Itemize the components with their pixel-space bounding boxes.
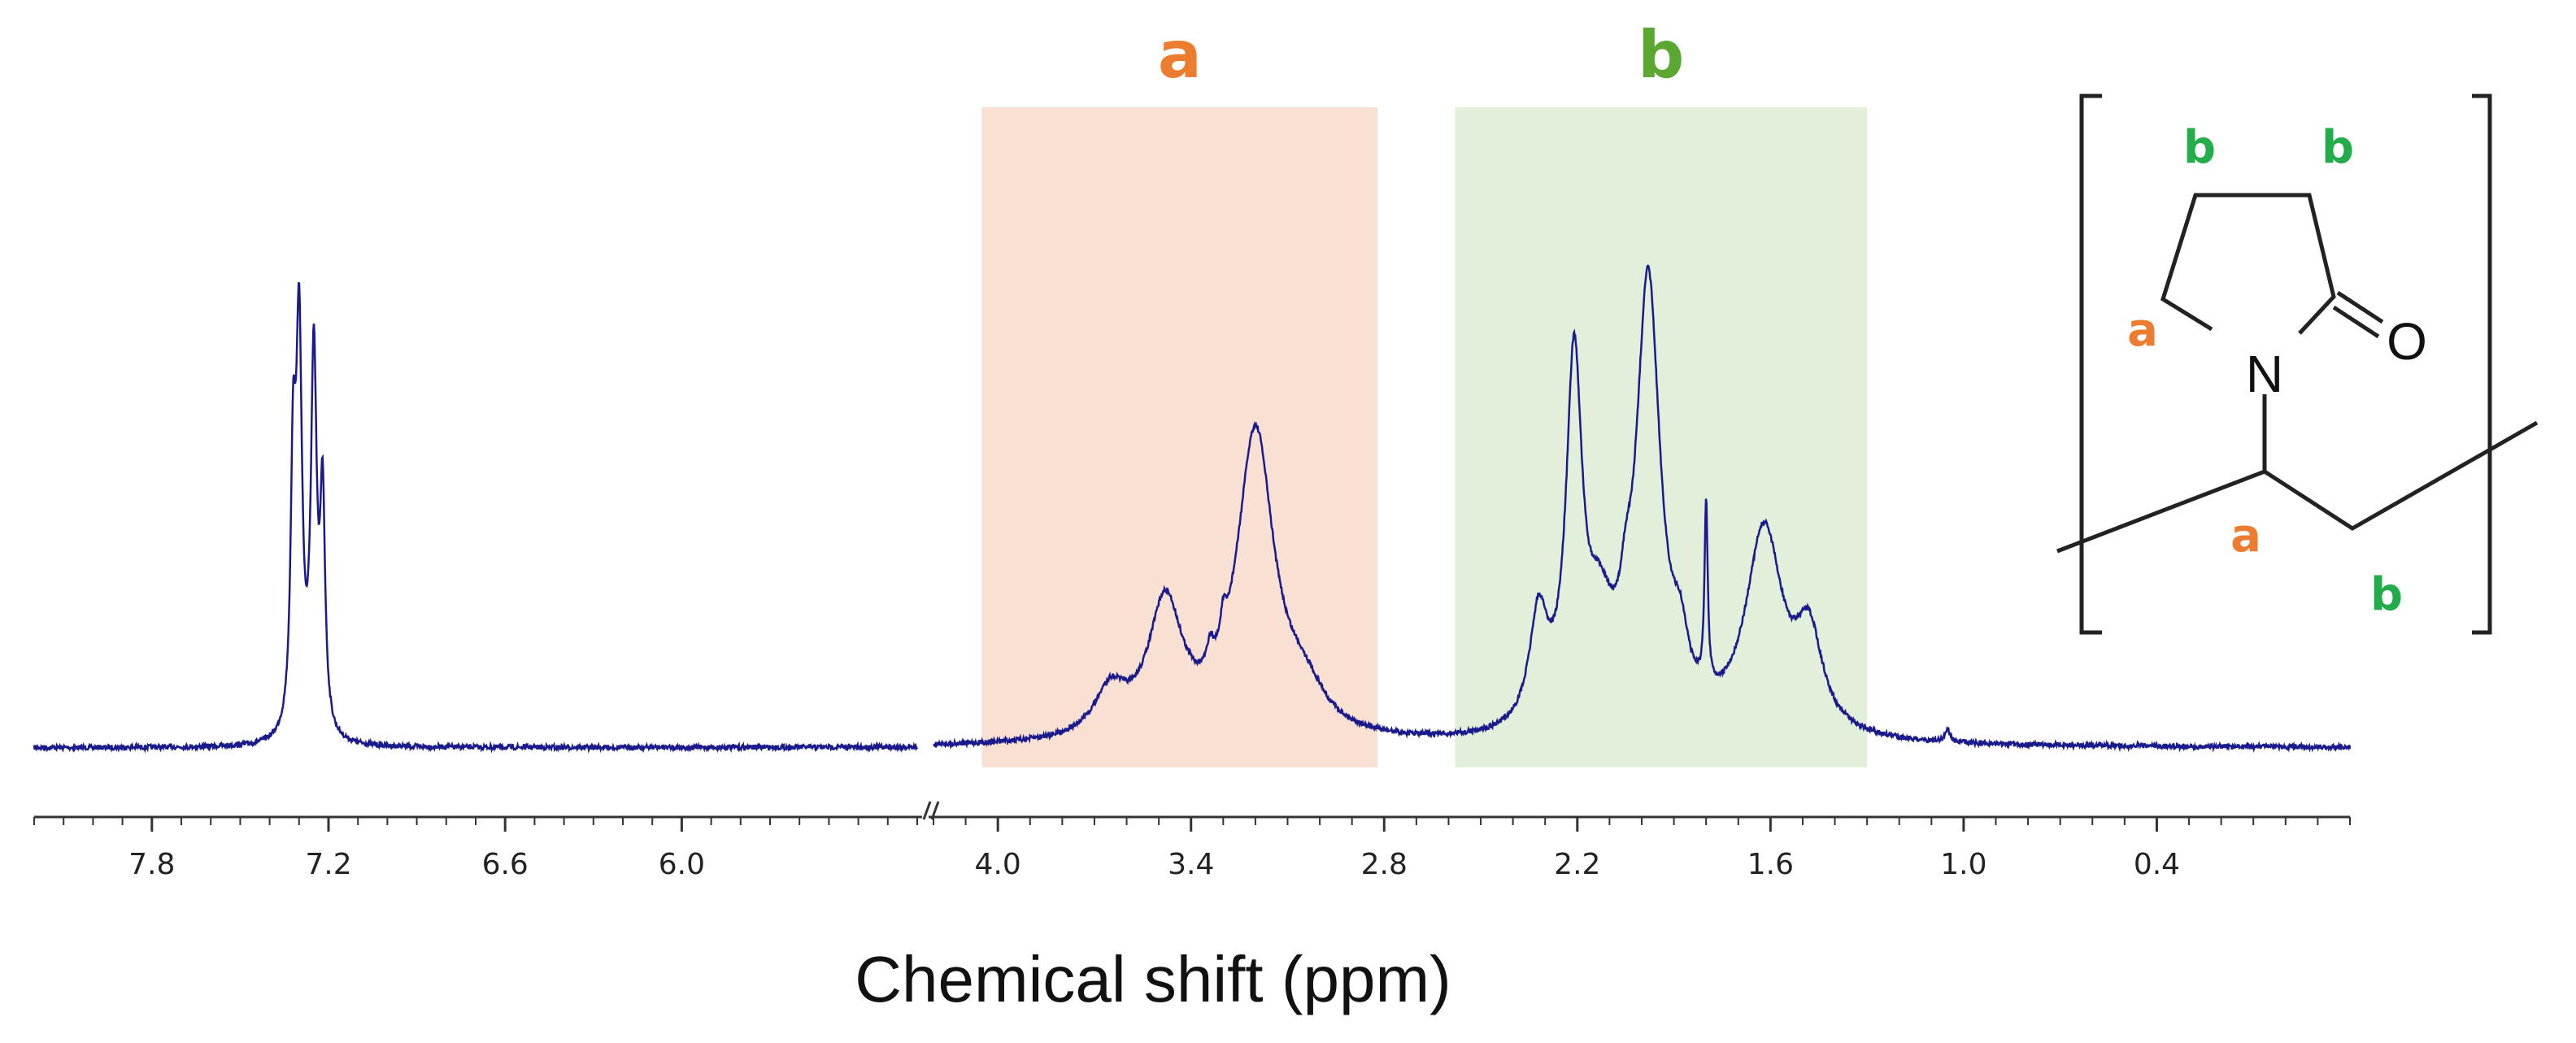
x-axis-title: Chemical shift (ppm) xyxy=(855,943,1451,1015)
structure-label-a-backbone: a xyxy=(2230,510,2261,563)
region-b-box xyxy=(1455,107,1868,767)
structure-label-b-top-right: b xyxy=(2321,121,2354,174)
tick-label: 0.4 xyxy=(2134,848,2180,881)
regions-layer: a b xyxy=(981,17,1868,767)
tick-label: 7.8 xyxy=(128,848,175,881)
tick-label: 1.0 xyxy=(1940,848,1986,881)
structure-label-b-top-left: b xyxy=(2183,121,2216,174)
spectrum-trace-left xyxy=(33,281,919,754)
tick-label: 4.0 xyxy=(975,848,1021,881)
tick-label: 1.6 xyxy=(1747,848,1794,881)
bracket-left xyxy=(2079,93,2102,635)
spectrum-layer xyxy=(33,264,2352,754)
x-axis-ticks xyxy=(33,817,2351,832)
pyrrolidone-ring xyxy=(2160,193,2336,335)
axis-break-mark xyxy=(922,801,940,820)
tick-label: 3.4 xyxy=(1168,848,1214,881)
spectrum-trace-right xyxy=(933,264,2352,754)
chemical-structure xyxy=(2056,93,2539,635)
region-a-label: a xyxy=(1158,17,1202,93)
oxygen-label: O xyxy=(2387,312,2427,371)
tick-label: 6.0 xyxy=(659,848,705,881)
x-axis-tick-labels: 7.8 7.2 6.6 6.0 4.0 3.4 2.8 2.2 1.6 1.0 0.4 xyxy=(128,848,2180,881)
region-a-box xyxy=(981,107,1378,767)
bracket-right xyxy=(2472,93,2492,635)
structure-label-b-backbone: b xyxy=(2370,568,2403,621)
x-axis: 7.8 7.2 6.6 6.0 4.0 3.4 2.8 2.2 1.6 1.0 0.4 xyxy=(33,801,2351,881)
region-b-label: b xyxy=(1638,17,1684,93)
tick-label: 2.8 xyxy=(1361,848,1408,881)
carbonyl-bond xyxy=(2332,290,2384,339)
polymer-backbone xyxy=(2056,420,2539,554)
tick-label: 2.2 xyxy=(1554,848,1600,881)
nitrogen-label: N xyxy=(2246,345,2283,403)
tick-label: 7.2 xyxy=(305,848,351,881)
structure-label-a-ring: a xyxy=(2127,304,2158,357)
tick-label: 6.6 xyxy=(482,848,529,881)
